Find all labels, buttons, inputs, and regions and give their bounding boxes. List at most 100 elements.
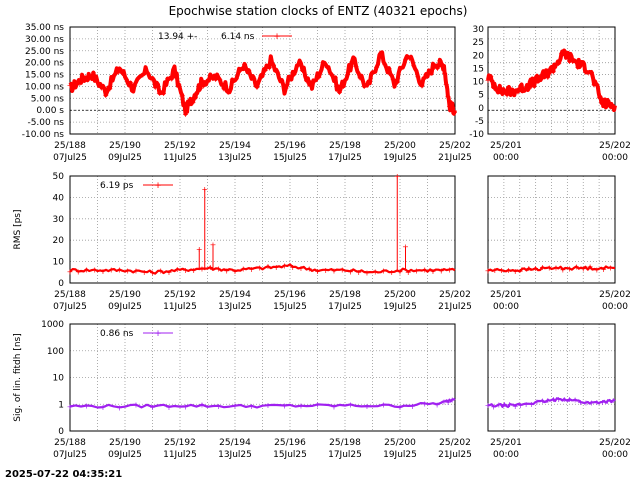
data-point: + (434, 64, 441, 73)
data-point: + (328, 70, 335, 79)
data-point: + (610, 102, 617, 111)
data-point: + (545, 396, 552, 405)
y-tick-label: -5.00 ns (27, 118, 64, 128)
data-point: + (83, 402, 90, 411)
y-tick-label-right: -10 (469, 130, 484, 140)
x-tick-date: 07Jul25 (53, 302, 87, 312)
series-rms (69, 263, 456, 275)
data-point: + (577, 62, 584, 71)
data-point: + (192, 94, 199, 103)
data-point: + (364, 402, 371, 411)
data-point: + (430, 267, 437, 276)
data-point: + (119, 69, 126, 78)
data-point: + (339, 265, 346, 274)
data-point: + (320, 58, 327, 67)
data-point: + (135, 74, 142, 83)
data-point: + (559, 265, 566, 274)
data-point: + (182, 110, 189, 119)
data-point: + (102, 91, 109, 100)
data-point: + (434, 400, 441, 409)
data-point: + (594, 266, 601, 275)
data-point: + (199, 265, 206, 274)
data-point: + (525, 84, 532, 93)
data-point: + (604, 96, 611, 105)
data-point: + (542, 70, 549, 79)
data-point: + (187, 95, 194, 104)
data-point: + (248, 402, 255, 411)
data-point: + (127, 79, 134, 88)
data-point: + (406, 54, 413, 63)
data-point: + (221, 85, 228, 94)
x-tick-label: 25/192 (164, 290, 196, 300)
x-tick-date: 15Jul25 (273, 153, 307, 163)
data-point: + (91, 266, 98, 275)
data-point: + (386, 64, 393, 73)
y-tick-label: 15.00 ns (25, 71, 64, 81)
y-tick-label: 1 (58, 400, 64, 410)
x-tick-label-right: 25/202 (599, 141, 631, 151)
series-clock-zoom (486, 48, 617, 112)
x-tick-label: 25/196 (274, 438, 306, 448)
plot-frame-right (487, 26, 616, 135)
data-point: + (140, 71, 147, 80)
data-point: + (254, 83, 261, 92)
data-point: + (298, 402, 305, 411)
y-tick-label: 5.00 ns (31, 94, 65, 104)
data-point: + (413, 266, 420, 275)
data-point: + (172, 73, 179, 82)
data-point: + (487, 72, 494, 81)
data-point: + (577, 398, 584, 407)
data-point: + (415, 72, 422, 81)
data-point: + (281, 402, 288, 411)
data-point: + (144, 68, 151, 77)
data-point: + (382, 60, 389, 69)
data-point: + (485, 266, 492, 275)
x-tick-label: 25/202 (439, 290, 471, 300)
x-tick-label: 25/188 (54, 141, 86, 151)
data-point: + (90, 69, 97, 78)
x-tick-label-right: 25/202 (599, 290, 631, 300)
data-point: + (116, 266, 123, 275)
x-tick-label: 25/192 (164, 141, 196, 151)
data-point: + (336, 88, 343, 97)
data-point: + (380, 401, 387, 410)
x-tick-label-right: 25/201 (490, 438, 522, 448)
data-point: + (179, 91, 186, 100)
data-point: + (509, 86, 516, 95)
data-point: + (501, 87, 508, 96)
data-point: + (410, 62, 417, 71)
data-point: + (215, 265, 222, 274)
data-point: + (357, 74, 364, 83)
data-point: + (299, 66, 306, 75)
data-point: + (580, 264, 587, 273)
data-point: + (176, 80, 183, 89)
data-point: + (402, 55, 409, 64)
data-point: + (485, 401, 492, 410)
data-point: + (232, 267, 239, 276)
data-point: + (397, 268, 404, 277)
data-point: + (274, 68, 281, 77)
x-tick-label: 25/190 (109, 290, 141, 300)
data-point: + (75, 268, 82, 277)
data-point: + (229, 76, 236, 85)
data-point: + (397, 403, 404, 412)
y-tick-label: 10 (53, 258, 65, 268)
data-point: + (427, 68, 434, 77)
x-tick-date: 09Jul25 (108, 153, 142, 163)
x-tick-label: 25/202 (439, 438, 471, 448)
data-point: + (289, 263, 296, 272)
data-point: + (80, 75, 87, 84)
data-point: + (539, 396, 546, 405)
data-point: + (311, 77, 318, 86)
data-point: + (485, 76, 492, 85)
data-point: + (491, 266, 498, 275)
data-point: + (174, 265, 181, 274)
data-point: + (528, 82, 535, 91)
y-tick-label: 35.00 ns (25, 23, 64, 33)
data-point: + (233, 75, 240, 84)
data-point: + (190, 98, 197, 107)
data-point: + (547, 64, 554, 73)
data-point: + (496, 86, 503, 95)
data-point: + (588, 68, 595, 77)
